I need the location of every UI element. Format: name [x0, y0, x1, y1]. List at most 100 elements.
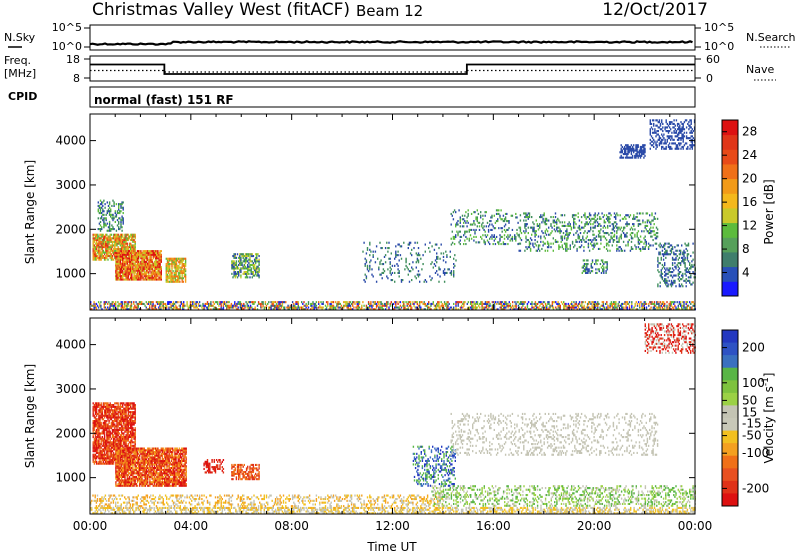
power-echo-cell — [365, 306, 368, 309]
power-echo-cell — [639, 223, 642, 226]
power-echo-cell — [166, 304, 168, 307]
power-echo-cell — [656, 232, 659, 235]
power-echo-cell — [115, 262, 117, 265]
power-echo-cell — [127, 257, 130, 260]
power-echo-cell — [596, 221, 599, 224]
power-echo-cell — [120, 226, 122, 229]
power-echo-cell — [597, 224, 600, 227]
power-echo-cell — [119, 257, 122, 260]
power-echo-cell — [594, 302, 597, 305]
power-echo-cell — [612, 301, 615, 304]
power-echo-cell — [582, 270, 585, 273]
power-echo-cell — [654, 308, 657, 311]
power-echo-cell — [602, 302, 605, 305]
power-echo-cell — [440, 243, 442, 246]
power-echo-cell — [530, 302, 532, 305]
power-echo-cell — [472, 301, 474, 304]
power-echo-cell — [112, 213, 114, 216]
power-echo-cell — [656, 306, 658, 309]
power-echo-cell — [160, 273, 162, 276]
power-echo-cell — [249, 306, 252, 309]
power-echo-cell — [659, 124, 662, 127]
power-echo-cell — [470, 237, 473, 240]
power-echo-cell — [120, 304, 122, 307]
power-echo-cell — [474, 308, 476, 311]
power-echo-cell — [519, 214, 522, 217]
power-echo-cell — [481, 306, 483, 309]
power-echo-cell — [664, 308, 666, 311]
power-echo-cell — [489, 223, 491, 226]
power-echo-cell — [546, 249, 549, 252]
power-echo-cell — [682, 145, 684, 148]
power-echo-cell — [681, 128, 683, 131]
power-echo-cell — [288, 308, 290, 311]
power-echo-cell — [599, 263, 602, 266]
power-echo-cell — [362, 250, 364, 253]
power-echo-cell — [633, 144, 635, 147]
power-echo-cell — [507, 302, 509, 305]
power-echo-cell — [122, 271, 124, 274]
power-echo-cell — [512, 304, 514, 307]
power-echo-cell — [591, 240, 593, 243]
power-echo-cell — [365, 308, 368, 311]
power-echo-cell — [296, 302, 298, 305]
power-echo-cell — [563, 306, 565, 309]
power-echo-cell — [151, 251, 153, 254]
power-echo-cell — [116, 242, 118, 245]
power-echo-cell — [621, 249, 624, 252]
power-echo-cell — [369, 261, 371, 264]
power-echo-cell — [611, 304, 614, 307]
power-echo-cell — [102, 255, 105, 258]
power-echo-cell — [514, 234, 516, 237]
power-echo-cell — [95, 246, 98, 249]
power-echo-cell — [102, 246, 105, 249]
power-echo-cell — [312, 308, 314, 311]
power-echo-cell — [586, 216, 588, 219]
power-echo-cell — [106, 256, 108, 259]
power-echo-cell — [383, 270, 386, 273]
power-echo-cell — [249, 269, 251, 272]
power-echo-cell — [518, 233, 520, 236]
power-echo-cell — [548, 233, 550, 236]
power-echo-cell — [394, 308, 396, 311]
power-echo-cell — [608, 244, 610, 247]
power-echo-cell — [585, 270, 587, 273]
power-echo-cell — [674, 131, 676, 134]
power-echo-cell — [253, 263, 256, 266]
power-echo-cell — [127, 308, 129, 311]
power-echo-cell — [508, 227, 510, 230]
power-echo-cell — [664, 263, 666, 266]
power-echo-cell — [537, 244, 540, 247]
power-echo-cell — [633, 149, 635, 152]
power-echo-cell — [256, 255, 258, 258]
power-echo-cell — [180, 302, 183, 305]
power-echo-cell — [662, 138, 664, 141]
power-echo-cell — [177, 275, 179, 278]
power-echo-cell — [145, 273, 148, 276]
power-echo-cell — [107, 235, 109, 238]
power-echo-cell — [103, 220, 105, 223]
power-echo-cell — [147, 266, 149, 269]
power-echo-cell — [103, 226, 105, 229]
power-echo-cell — [683, 306, 685, 309]
power-echo-cell — [525, 246, 527, 249]
power-echo-cell — [184, 261, 187, 264]
power-echo-cell — [137, 306, 139, 309]
power-echo-cell — [125, 275, 127, 278]
power-echo-cell — [548, 308, 550, 311]
power-echo-cell — [142, 266, 144, 269]
power-echo-cell — [124, 253, 126, 256]
power-echo-cell — [95, 233, 98, 236]
power-echo-cell — [345, 304, 347, 307]
power-echo-cell — [242, 256, 244, 259]
power-echo-cell — [514, 304, 516, 307]
power-echo-cell — [253, 260, 256, 263]
power-echo-cell — [643, 149, 645, 152]
power-echo-cell — [117, 271, 119, 274]
power-echo-cell — [615, 216, 617, 219]
power-echo-cell — [343, 306, 345, 309]
power-echo-cell — [245, 272, 248, 275]
power-echo-cell — [110, 240, 113, 243]
power-echo-cell — [395, 252, 397, 255]
power-echo-cell — [629, 233, 632, 236]
